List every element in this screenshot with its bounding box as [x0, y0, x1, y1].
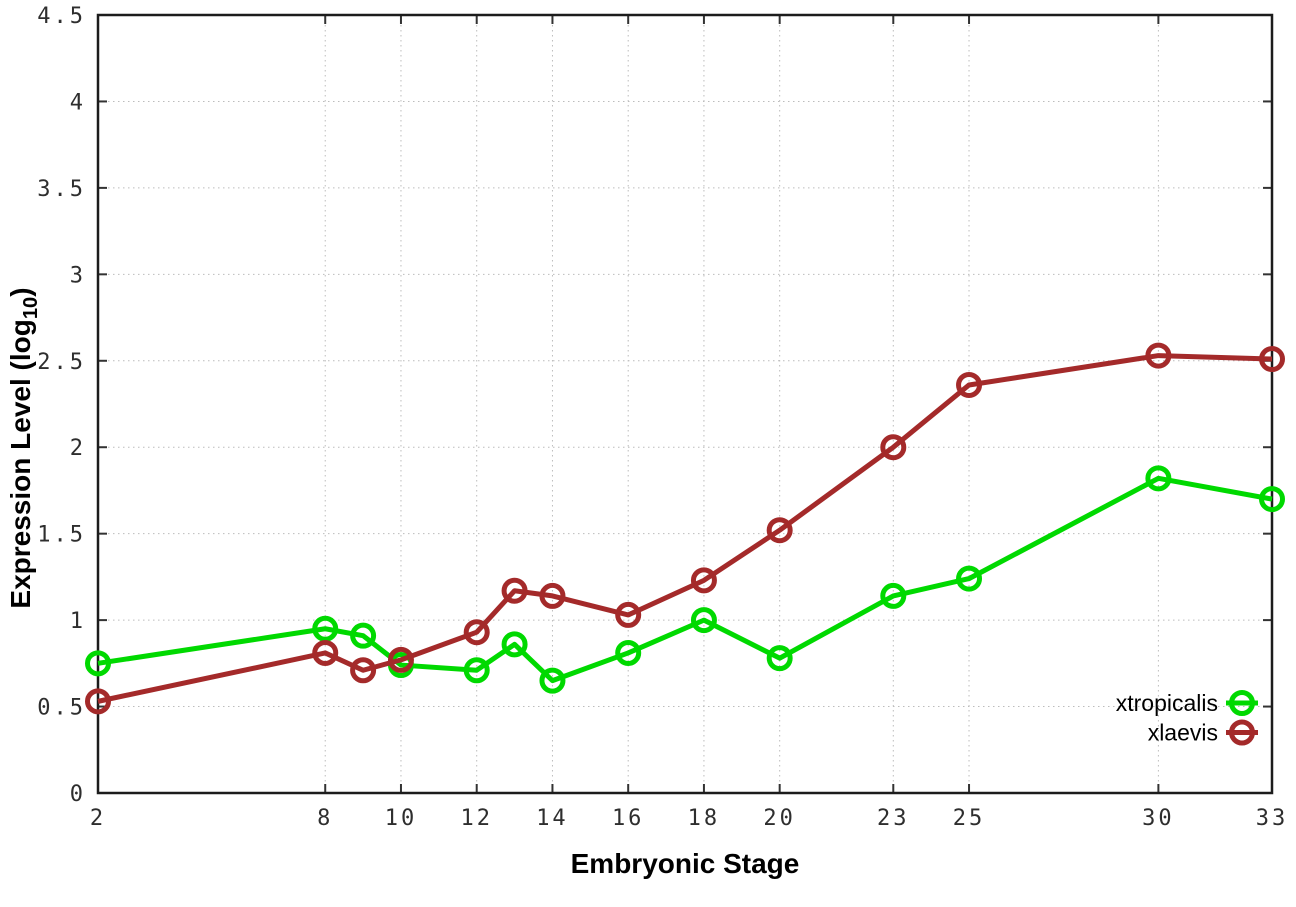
series-line — [97, 353, 1273, 704]
legend-label-xlaevis: xlaevis — [1148, 720, 1218, 746]
x-tick-label: 33 — [1256, 806, 1289, 831]
y-tick-label: 3 — [70, 263, 86, 288]
data-point — [956, 371, 983, 398]
data-point — [463, 619, 490, 646]
axis-tick-labels: 2 8 10 12 14 16 18 20 23 25 30 33 0 0.5 1 1.5 2 2.5 3 3.5 4 4… — [37, 4, 1289, 831]
y-tick-label: 4.5 — [37, 4, 86, 29]
y-tick-label: 4 — [70, 90, 86, 115]
y-tick-label: 0 — [70, 782, 86, 807]
data-point — [690, 607, 717, 634]
y-tick-label: 0.5 — [37, 696, 86, 721]
series-xlaevis — [85, 342, 1285, 715]
data-point — [1145, 465, 1172, 492]
gridlines — [97, 15, 1273, 793]
x-axis-title: Embryonic Stage — [570, 848, 800, 879]
y-tick-label: 2.5 — [37, 350, 86, 375]
data-point — [312, 639, 339, 666]
y-axis-title: Expression Level (log10) — [5, 287, 43, 608]
data-point — [350, 657, 377, 684]
y-tick-label: 1 — [70, 609, 86, 634]
data-point — [956, 565, 983, 592]
legend-label-xtropicalis: xtropicalis — [1116, 690, 1218, 716]
y-axis-title-close: ) — [5, 287, 37, 297]
y-tick-label: 3.5 — [37, 177, 86, 202]
series-line — [97, 475, 1273, 684]
data-point — [539, 667, 566, 694]
legend: xtropicalis xlaevis — [1116, 690, 1258, 746]
series-xtropicalis — [85, 465, 1285, 694]
x-tick-label: 30 — [1142, 806, 1175, 831]
x-tick-label: 20 — [763, 806, 796, 831]
data-point — [766, 645, 793, 672]
data-point — [1259, 346, 1285, 373]
axis-ticks — [97, 14, 1273, 794]
data-point — [615, 601, 642, 628]
x-tick-label: 16 — [612, 806, 645, 831]
data-point — [1145, 342, 1172, 369]
y-axis-title-text: Expression Level (log — [5, 319, 37, 609]
data-point — [350, 622, 377, 649]
data-point — [387, 646, 414, 673]
data-point — [1259, 486, 1285, 513]
y-tick-label: 1.5 — [37, 523, 86, 548]
data-point — [766, 517, 793, 544]
x-tick-label: 2 — [90, 806, 106, 831]
y-tick-label: 2 — [70, 436, 86, 461]
x-tick-label: 10 — [385, 806, 418, 831]
y-axis-title-subscript: 10 — [19, 296, 42, 320]
data-point — [501, 631, 528, 658]
data-point — [312, 615, 339, 642]
legend-marker — [1229, 690, 1255, 716]
plot-border — [96, 13, 1274, 795]
x-tick-label: 14 — [536, 806, 569, 831]
data-point — [615, 639, 642, 666]
data-point — [501, 577, 528, 604]
data-point — [85, 650, 111, 677]
data-point — [539, 582, 566, 609]
x-tick-label: 23 — [877, 806, 910, 831]
data-point — [880, 434, 907, 461]
data-point — [85, 688, 111, 715]
x-tick-label: 12 — [460, 806, 493, 831]
x-tick-label: 8 — [317, 806, 333, 831]
x-tick-label: 25 — [953, 806, 986, 831]
legend-marker — [1229, 719, 1255, 746]
x-tick-label: 18 — [688, 806, 721, 831]
data-point — [690, 567, 717, 594]
data-point — [880, 582, 907, 609]
data-point — [463, 657, 490, 684]
